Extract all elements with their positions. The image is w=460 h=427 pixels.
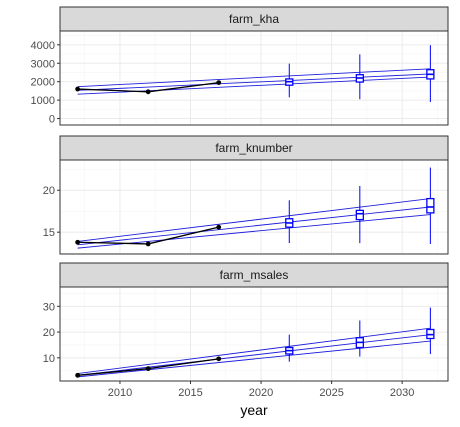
x-tick-label: 2010 xyxy=(108,387,132,399)
observed-point xyxy=(145,89,151,95)
box-body xyxy=(426,197,435,214)
projection-boxplots xyxy=(285,307,435,362)
facet-strip xyxy=(59,135,449,161)
y-tick-label: 20 xyxy=(43,185,55,197)
panel-border xyxy=(59,30,449,126)
observed-series xyxy=(75,356,222,378)
y-tick-label: 1000 xyxy=(31,95,55,107)
facet-strip xyxy=(59,6,449,32)
projection-bands xyxy=(77,327,431,378)
projection-bands xyxy=(77,198,431,249)
plot-background xyxy=(60,160,448,254)
facet-strip xyxy=(59,262,449,288)
observed-point xyxy=(145,241,151,247)
projection-band-line xyxy=(77,206,431,246)
gridlines xyxy=(60,160,448,254)
x-axis: 2010 2015 2020 2025 2030 xyxy=(108,381,414,399)
x-tick-label: 2020 xyxy=(249,387,273,399)
projection-band-line xyxy=(77,68,431,88)
y-axis: 10 20 30 xyxy=(43,301,60,365)
y-tick-label: 15 xyxy=(43,227,55,239)
y-tick-label: 0 xyxy=(49,114,55,126)
y-tick-label: 2000 xyxy=(31,77,55,89)
facet-panels: farm_kha01000200030004000farm_knumber152… xyxy=(31,6,449,382)
observed-point xyxy=(75,239,81,245)
projection-boxplots xyxy=(285,45,435,102)
y-axis: 0 1000 2000 3000 4000 xyxy=(31,40,60,126)
projection-boxplots xyxy=(285,167,435,244)
projection-band-line xyxy=(77,334,431,376)
projection-band-line xyxy=(77,214,431,249)
x-axis-title: year xyxy=(240,402,268,418)
facet-farm_msales: farm_msales 10 20 30 xyxy=(43,262,449,382)
panel-border xyxy=(59,286,449,382)
y-tick-label: 4000 xyxy=(31,40,55,52)
projection-band-line xyxy=(77,327,431,374)
plot-background xyxy=(60,287,448,381)
x-tick-label: 2025 xyxy=(319,387,343,399)
observed-point xyxy=(145,366,151,372)
y-tick-label: 10 xyxy=(43,353,55,365)
projection-band-line xyxy=(77,73,431,91)
y-tick-label: 20 xyxy=(43,327,55,339)
box-body xyxy=(355,209,364,221)
facet-strip-label: farm_msales xyxy=(220,268,289,282)
observed-series xyxy=(75,80,222,95)
projection-band-line xyxy=(77,340,431,378)
observed-series xyxy=(75,224,222,247)
facet-strip-label: farm_kha xyxy=(229,12,279,26)
facet-strip-label: farm_knumber xyxy=(215,141,292,155)
panel-border xyxy=(59,159,449,255)
observed-point xyxy=(216,80,222,86)
y-tick-label: 3000 xyxy=(31,58,55,70)
projection-band-line xyxy=(77,198,431,242)
observed-point xyxy=(216,356,222,362)
y-tick-label: 30 xyxy=(43,301,55,313)
observed-point xyxy=(75,372,81,378)
x-tick-label: 2030 xyxy=(390,387,414,399)
observed-point xyxy=(75,86,81,92)
facet-farm_kha: farm_kha 0 1000 2000 3000 4000 xyxy=(31,6,449,126)
observed-point xyxy=(216,224,222,230)
x-tick-label: 2015 xyxy=(178,387,202,399)
